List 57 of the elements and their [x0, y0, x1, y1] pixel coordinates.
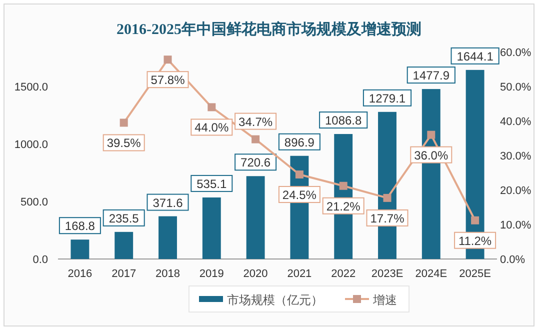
point [471, 216, 480, 224]
x-tick-label: 2020 [243, 268, 268, 280]
y2-tick-label: 40.0% [500, 116, 532, 128]
data-label: 720.6 [240, 156, 271, 170]
data-label: 1086.8 [325, 114, 362, 128]
point [208, 103, 216, 112]
bar [114, 232, 134, 259]
point [120, 118, 128, 127]
point [427, 130, 436, 139]
data-label: 36.0% [414, 148, 448, 162]
data-label: 24.5% [282, 188, 317, 202]
point [164, 56, 172, 64]
y2-tick-label: 20.0% [500, 185, 532, 197]
x-tick-label: 2022 [331, 268, 356, 280]
data-label: 44.0% [194, 120, 229, 135]
data-label: 1644.1 [456, 49, 494, 64]
data-label: 39.5% [106, 136, 142, 150]
y-tick-label: 0.0 [32, 254, 48, 266]
x-tick-label: 2021 [287, 268, 312, 280]
data-label: 34.7% [238, 114, 273, 129]
data-label: 11.2% [458, 234, 492, 248]
data-label: 57.8% [150, 73, 186, 88]
data-label: 371.6 [152, 196, 184, 210]
point [295, 170, 304, 178]
data-label: 168.8 [64, 219, 96, 234]
y2-tick-label: 50.0% [500, 82, 532, 94]
bar [246, 176, 265, 259]
y-tick-label: 500.0 [20, 196, 48, 208]
y2-tick-label: 30.0% [500, 150, 532, 162]
x-tick-label: 2016 [68, 268, 92, 280]
data-label: 535.1 [196, 176, 227, 191]
x-tick-label: 2024E [415, 268, 448, 280]
y2-tick-label: 10.0% [500, 220, 532, 232]
data-label: 896.9 [284, 135, 315, 150]
point [339, 182, 348, 190]
x-tick-label: 2017 [112, 268, 136, 280]
point [383, 194, 392, 202]
x-tick-label: 2018 [156, 268, 180, 280]
y2-tick-label: 0.0% [500, 254, 526, 266]
legend-label: 增速 [372, 293, 397, 307]
point [252, 135, 260, 144]
y2-tick-label: 60.0% [500, 47, 532, 59]
bar [70, 240, 90, 259]
data-label: 235.5 [108, 211, 140, 226]
legend-label: 市场规模（亿元） [227, 293, 323, 307]
data-label: 21.2% [326, 199, 361, 214]
bar [158, 216, 177, 259]
data-label: 17.7% [370, 211, 405, 226]
bar [202, 197, 221, 259]
x-tick-label: 2023E [371, 268, 404, 280]
chart-title: 2016-2025年中国鲜花电商市场规模及增速预测 [116, 20, 422, 38]
data-label: 1477.9 [412, 68, 450, 83]
y-tick-label: 1000.0 [14, 139, 48, 151]
y-tick-label: 1500.0 [14, 82, 48, 94]
data-label: 1279.1 [368, 91, 406, 106]
x-tick-label: 2019 [199, 268, 224, 280]
x-tick-label: 2025E [459, 268, 491, 280]
